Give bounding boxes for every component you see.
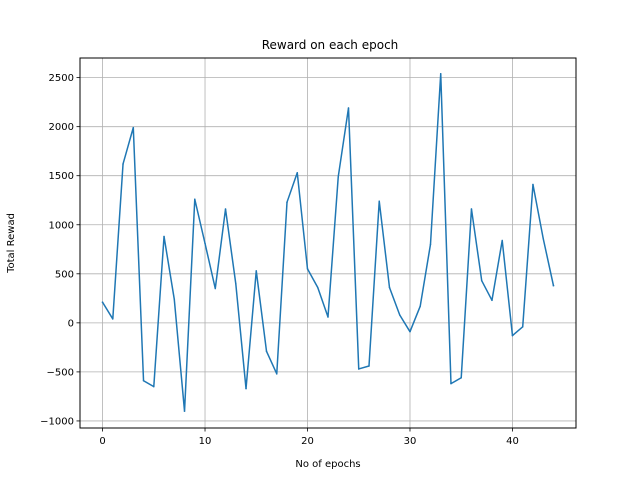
data-point <box>245 387 247 390</box>
y-tick-label: 1000 <box>49 220 74 231</box>
data-point <box>521 326 524 328</box>
data-point <box>306 268 309 270</box>
data-point <box>122 163 124 165</box>
data-point <box>409 330 411 333</box>
data-point <box>214 287 217 290</box>
data-point <box>501 239 503 242</box>
y-tick-label: 1500 <box>49 171 74 182</box>
data-point <box>368 365 370 367</box>
data-point <box>552 284 555 287</box>
x-tick-label: 30 <box>404 436 417 447</box>
data-point <box>173 298 176 301</box>
data-point <box>419 305 421 307</box>
data-point <box>204 242 206 245</box>
data-point <box>255 270 258 272</box>
data-point <box>460 377 462 379</box>
y-tick-label: 2000 <box>49 122 74 133</box>
chart-title: Reward on each epoch <box>262 38 399 52</box>
data-point <box>235 282 237 285</box>
data-point <box>317 286 319 289</box>
data-point <box>480 279 483 282</box>
data-point <box>163 235 165 238</box>
data-point <box>378 200 380 202</box>
data-point <box>337 175 339 178</box>
y-axis-label: Total Rewad <box>6 213 17 274</box>
data-point <box>132 126 135 129</box>
data-point <box>276 373 278 375</box>
data-point <box>542 237 544 240</box>
x-tick-label: 40 <box>506 436 519 447</box>
data-point <box>439 72 442 75</box>
data-series <box>101 72 555 412</box>
data-point <box>450 382 452 385</box>
data-point <box>491 299 493 302</box>
plot-frame <box>79 57 577 429</box>
x-axis-label: No of epochs <box>295 459 360 470</box>
data-point <box>357 368 360 370</box>
data-point <box>101 301 104 303</box>
data-point <box>183 410 186 412</box>
data-point <box>112 318 114 320</box>
data-point <box>429 243 432 246</box>
data-point <box>398 314 401 316</box>
y-tick-label: 0 <box>68 318 74 329</box>
data-point <box>532 183 534 186</box>
data-point <box>286 201 288 203</box>
data-point <box>194 198 196 200</box>
data-point <box>327 316 329 318</box>
y-tick-label: 500 <box>55 269 74 280</box>
data-point <box>153 385 155 388</box>
data-point <box>265 350 268 353</box>
data-point <box>511 334 514 337</box>
data-point <box>142 379 145 382</box>
y-tick-label: −1000 <box>40 416 74 427</box>
y-tick-label: −500 <box>47 367 74 378</box>
x-tick-label: 20 <box>301 436 314 447</box>
x-tick-label: 10 <box>199 436 212 447</box>
data-point <box>388 286 391 289</box>
data-point <box>224 208 227 210</box>
data-point <box>347 107 350 109</box>
y-tick-label: 2500 <box>49 73 74 84</box>
data-point <box>296 172 299 174</box>
axis-ticks: 0 10 20 30 40 −1000 −500 0 500 1000 1500 2000 2500 <box>40 73 519 447</box>
x-tick-label: 0 <box>99 436 105 447</box>
data-point <box>470 208 473 210</box>
